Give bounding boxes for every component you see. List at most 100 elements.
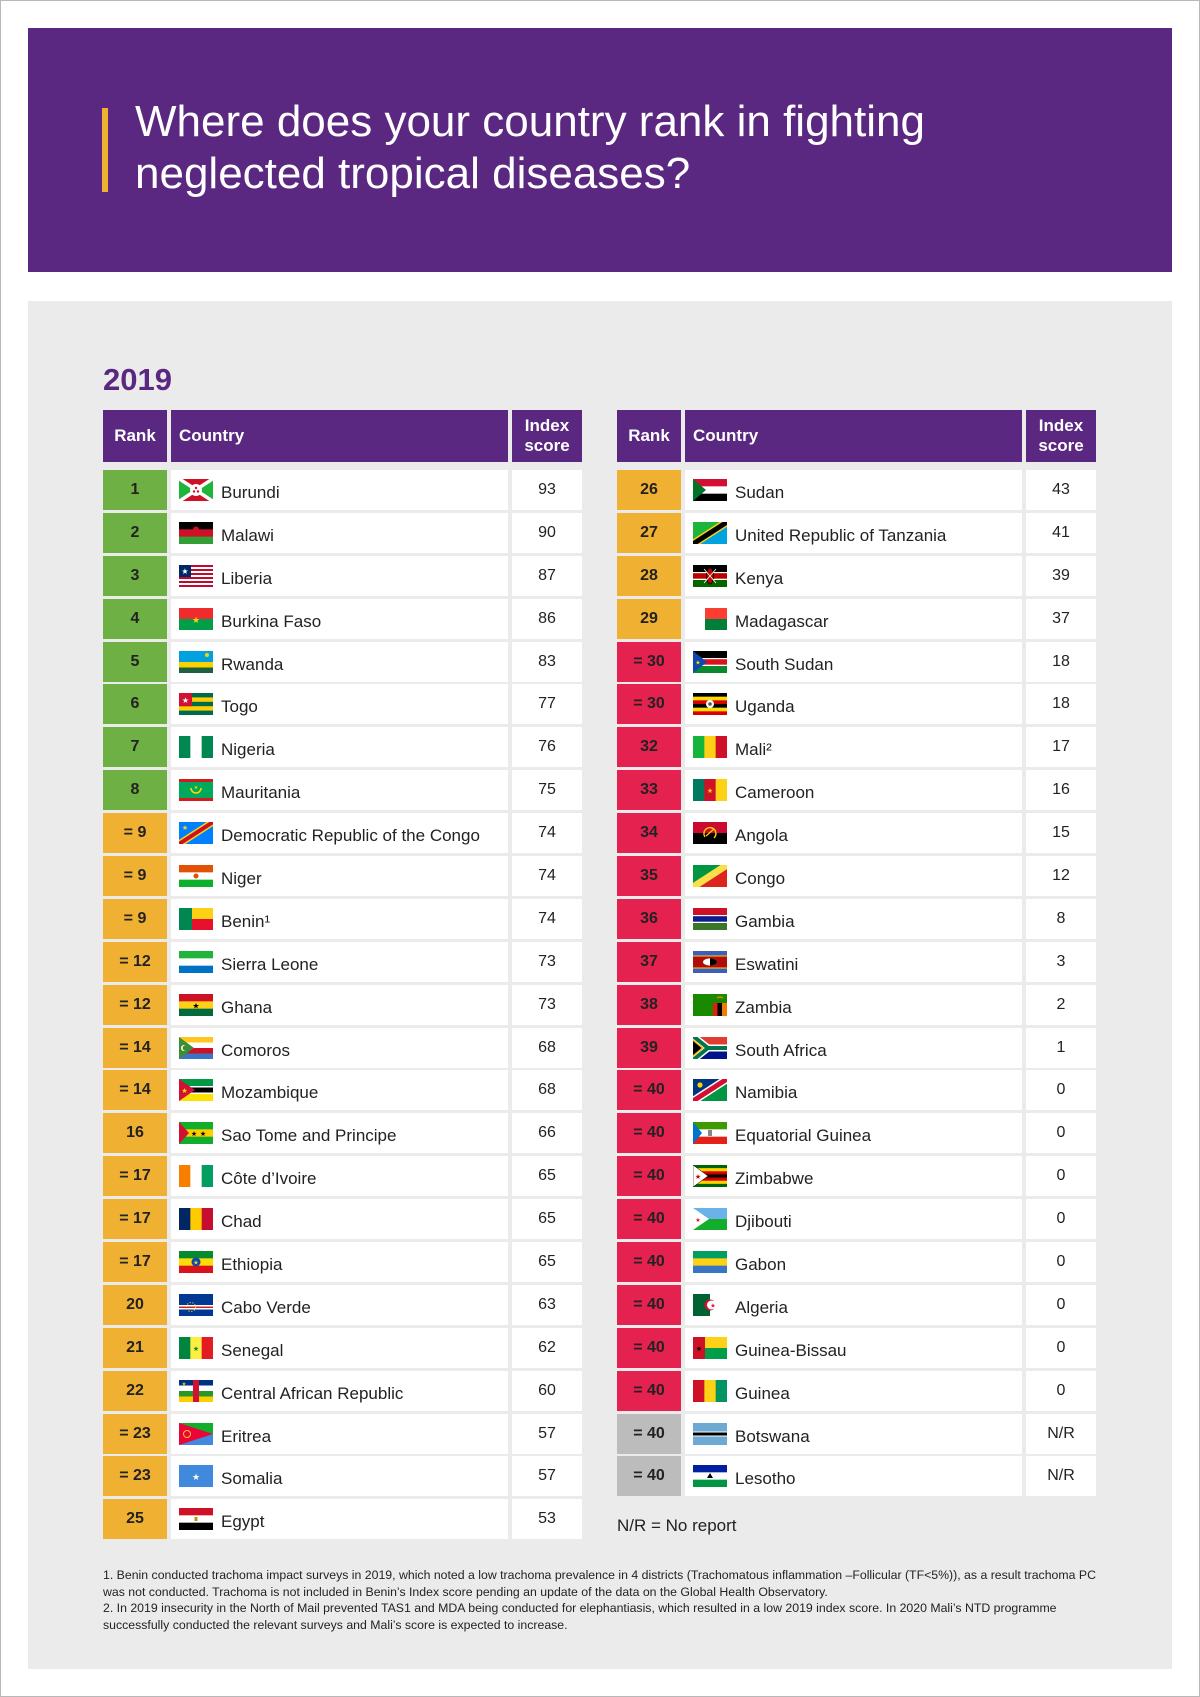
country-name: Mozambique [221, 1083, 319, 1103]
country-name: United Republic of Tanzania [735, 525, 947, 545]
country-name: Rwanda [221, 654, 284, 674]
score-cell: 63 [512, 1284, 582, 1325]
country-name: Egypt [221, 1512, 265, 1532]
svg-text:★: ★ [695, 659, 700, 666]
table-row: = 40 Lesotho N/R [617, 1456, 1096, 1497]
country-cell: Congo [685, 856, 1022, 897]
country-name: Namibia [735, 1083, 798, 1103]
country-cell: ★ Cameroon [685, 770, 1022, 811]
country-name: Burkina Faso [221, 611, 322, 631]
table-row: 20 Cabo Verde 63 [103, 1284, 582, 1325]
svg-text:★: ★ [181, 567, 188, 576]
country-cell: Cabo Verde [171, 1284, 508, 1325]
rank-cell: 34 [617, 813, 681, 854]
benin-flag [179, 907, 213, 930]
rank-cell: 26 [617, 470, 681, 510]
rank-cell: = 40 [617, 1284, 681, 1325]
score-cell: 18 [1026, 641, 1096, 682]
svg-text:★: ★ [182, 696, 189, 705]
cabo-verde-flag [179, 1293, 213, 1316]
rank-cell: 38 [617, 984, 681, 1025]
rank-cell: = 40 [617, 1327, 681, 1368]
table-row: 34 Angola 15 [617, 813, 1096, 854]
country-cell: ★ Mauritania [171, 770, 508, 811]
rank-cell: = 40 [617, 1370, 681, 1411]
country-cell: Rwanda [171, 641, 508, 682]
mozambique-flag: ★ [179, 1079, 213, 1102]
sudan-flag [693, 479, 727, 501]
ghana-flag: ★ [179, 993, 213, 1016]
table-row: = 40 Guinea 0 [617, 1370, 1096, 1411]
country-cell: ★ Mozambique [171, 1070, 508, 1111]
rank-cell: = 23 [103, 1413, 167, 1454]
equatorial-guinea-flag [693, 1122, 727, 1145]
country-cell: ★ Liberia [171, 555, 508, 596]
country-cell: South Africa [685, 1027, 1022, 1068]
score-cell: 90 [512, 512, 582, 553]
country-cell: Kenya [685, 555, 1022, 596]
uganda-flag [693, 693, 727, 716]
rank-cell: 2 [103, 512, 167, 553]
table-row: = 14 Comoros 68 [103, 1027, 582, 1068]
table-row: 33 ★ Cameroon 16 [617, 770, 1096, 811]
chad-flag [179, 1208, 213, 1231]
table-row: 27 United Republic of Tanzania 41 [617, 512, 1096, 553]
table-row: = 30 ★ South Sudan 18 [617, 641, 1096, 682]
rank-cell: = 14 [103, 1027, 167, 1068]
country-name: Uganda [735, 697, 795, 717]
svg-text:★: ★ [193, 1345, 199, 1353]
score-cell: 57 [512, 1456, 582, 1497]
country-name: Somalia [221, 1469, 283, 1489]
score-cell: 0 [1026, 1370, 1096, 1411]
score-cell: 77 [512, 684, 582, 725]
rank-cell: = 30 [617, 684, 681, 725]
country-cell: ★ Burkina Faso [171, 598, 508, 639]
score-cell: 16 [1026, 770, 1096, 811]
rank-cell: 7 [103, 727, 167, 768]
country-cell: ★ Djibouti [685, 1199, 1022, 1240]
score-cell: 87 [512, 555, 582, 596]
country-name: Cabo Verde [221, 1297, 311, 1317]
country-cell: ★ Ghana [171, 984, 508, 1025]
country-name: Togo [221, 697, 258, 717]
eritrea-flag [179, 1422, 213, 1445]
rank-cell: 4 [103, 598, 167, 639]
table-row: = 40 Botswana N/R [617, 1413, 1096, 1454]
score-cell: 0 [1026, 1242, 1096, 1283]
country-cell: Eswatini [685, 941, 1022, 982]
svg-text:★: ★ [182, 824, 188, 832]
score-cell: 74 [512, 813, 582, 854]
table-row: 26 Sudan 43 [617, 470, 1096, 510]
ethiopia-flag: ★ [179, 1251, 213, 1274]
country-cell: Guinea [685, 1370, 1022, 1411]
niger-flag [179, 865, 213, 888]
table-row: = 23 ★ Somalia 57 [103, 1456, 582, 1497]
rank-cell: 35 [617, 856, 681, 897]
country-column-header: Country [171, 410, 508, 462]
score-cell: 74 [512, 856, 582, 897]
djibouti-flag: ★ [693, 1208, 727, 1231]
score-cell: 86 [512, 598, 582, 639]
rank-cell: = 40 [617, 1242, 681, 1283]
table-row: = 17 ★ Ethiopia 65 [103, 1242, 582, 1283]
ranking-table-right: Rank Country Index score 26 Sudan 43 27 Unit… [617, 410, 1096, 1497]
namibia-flag [693, 1079, 727, 1102]
score-cell: 15 [1026, 813, 1096, 854]
svg-text:★: ★ [193, 1260, 198, 1267]
country-name: Sudan [735, 483, 785, 502]
rank-cell: 29 [617, 598, 681, 639]
country-cell: Niger [171, 856, 508, 897]
table-row: = 12 Sierra Leone 73 [103, 941, 582, 982]
svg-text:★: ★ [192, 615, 200, 625]
country-name: Guinea [735, 1383, 790, 1403]
rwanda-flag [179, 650, 213, 673]
score-cell: 37 [1026, 598, 1096, 639]
rank-cell: = 14 [103, 1070, 167, 1111]
country-cell: Egypt [171, 1499, 508, 1540]
svg-text:★: ★ [710, 1302, 715, 1309]
svg-text:★: ★ [182, 1381, 187, 1387]
footnote-1: 1. Benin conducted trachoma impact surve… [103, 1568, 1096, 1599]
score-cell: 76 [512, 727, 582, 768]
rank-cell: 32 [617, 727, 681, 768]
country-name: Comoros [221, 1040, 290, 1060]
